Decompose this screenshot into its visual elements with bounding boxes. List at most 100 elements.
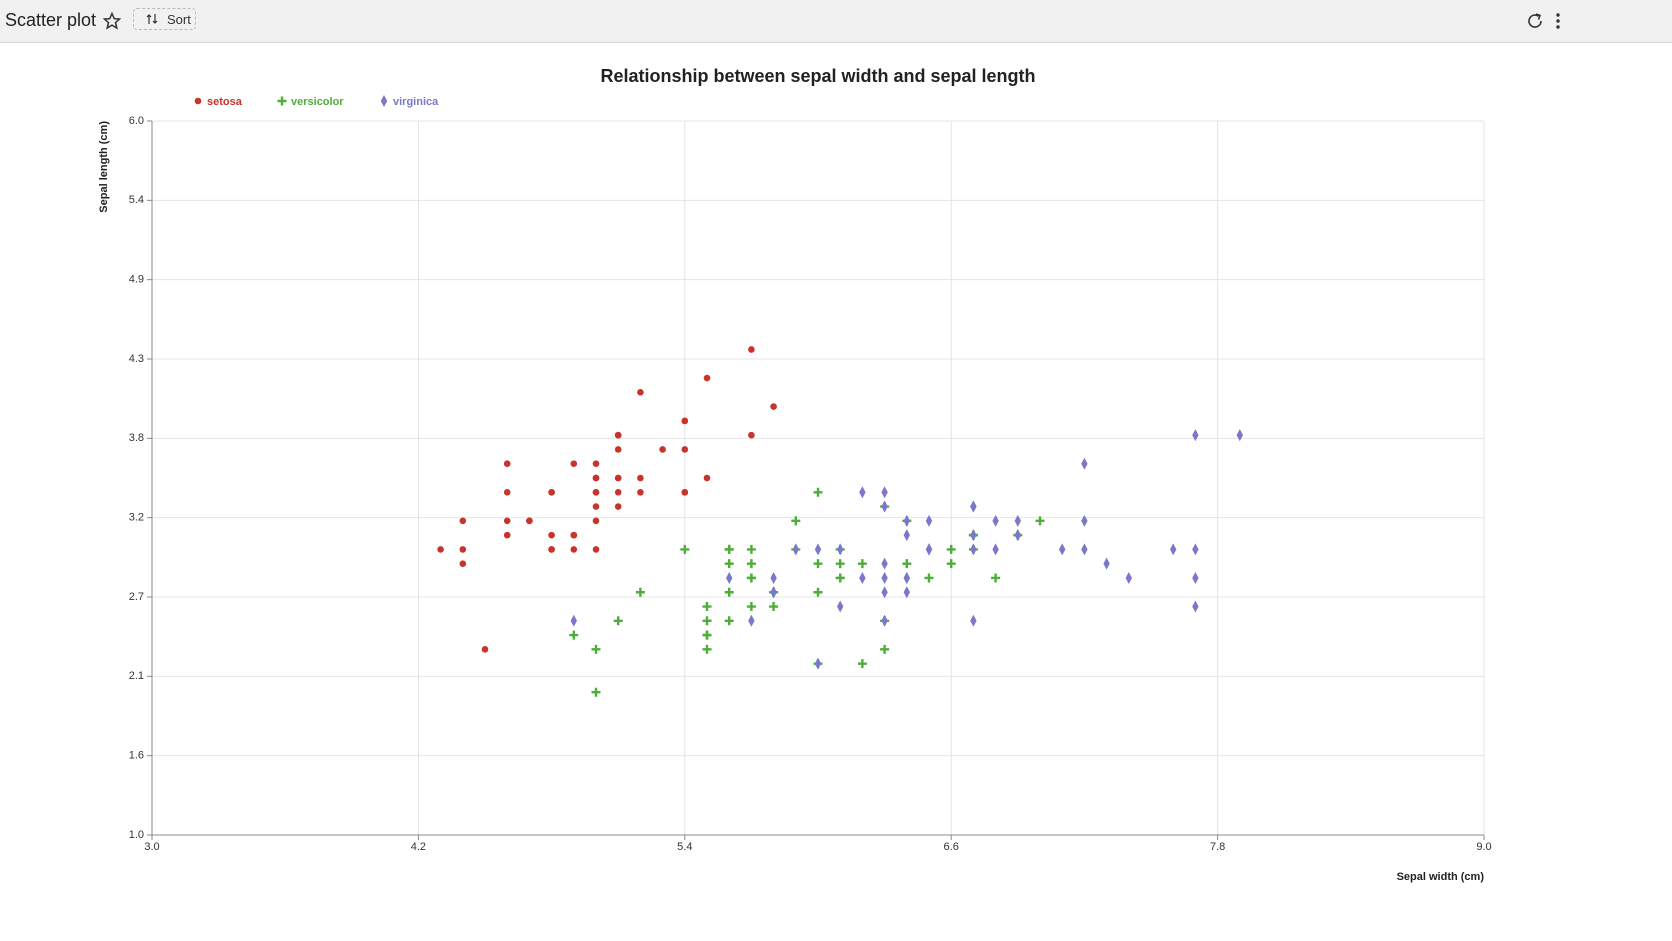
point [857,659,867,669]
point [1035,516,1045,526]
sort-button[interactable]: Sort [133,8,196,30]
point [592,546,600,553]
x-tick-label: 7.8 [1210,841,1225,853]
point [903,514,910,527]
point [1170,543,1177,556]
point [880,644,890,654]
point [835,559,845,569]
point [837,543,844,556]
point [703,474,711,482]
point [481,646,489,653]
sort-label: Sort [167,12,191,27]
point [614,488,622,496]
point [726,571,733,584]
point [881,614,888,627]
point [570,531,578,539]
point [1192,600,1199,613]
point [814,657,822,670]
point [592,488,600,496]
point [613,616,623,626]
point [724,559,734,569]
point [614,446,622,453]
y-tick-label: 6.0 [129,115,144,127]
point [946,559,956,569]
x-tick-label: 6.6 [944,841,959,853]
point [1125,571,1132,584]
point [881,586,888,599]
point [503,460,511,468]
x-axis-label: Sepal width (cm) [1397,871,1485,883]
x-tick-label: 5.4 [677,841,692,853]
y-tick-label: 1.6 [129,750,144,762]
point [637,488,644,496]
point [702,630,712,640]
point [1192,543,1199,556]
point [970,614,977,627]
point [792,543,799,556]
star-icon[interactable] [103,12,121,30]
point [1081,457,1088,470]
point [770,571,777,584]
point [548,488,555,496]
point [503,531,511,539]
point [503,517,511,525]
point [859,571,866,584]
point [1192,429,1199,442]
point [702,616,712,626]
point [746,602,756,612]
legend-label: setosa [207,96,243,108]
point [902,559,912,569]
point [703,374,711,382]
point [592,474,600,482]
y-axis-label: Sepal length (cm) [98,121,110,213]
point [614,431,622,439]
legend-marker [380,95,388,107]
point [659,446,666,453]
point [903,586,910,599]
point [637,474,644,482]
point [1059,543,1066,556]
point [614,474,622,482]
y-tick-label: 3.8 [129,432,144,444]
more-icon[interactable] [1552,11,1564,31]
x-tick-label: 4.2 [411,841,426,853]
point [925,514,933,527]
point [746,573,756,583]
legend-marker [277,96,287,106]
point [1014,529,1021,542]
point [770,403,777,410]
point [681,417,689,425]
point [570,460,578,468]
point [925,543,933,556]
point [813,487,823,497]
point [991,573,1001,583]
point [1103,557,1110,570]
point [569,630,579,640]
refresh-icon[interactable] [1525,11,1545,31]
point [548,546,555,553]
point [592,517,600,525]
y-tick-label: 4.3 [129,353,144,365]
sort-icon [146,14,158,24]
point [591,687,601,697]
point [881,500,888,513]
point [746,559,756,569]
point [1081,514,1088,527]
point [924,573,934,583]
legend-marker [194,97,202,105]
point [724,616,734,626]
point [837,600,844,613]
point [1081,543,1088,556]
legend-label: versicolor [291,96,344,108]
point [681,488,689,496]
chart-title: Relationship between sepal width and sep… [600,66,1035,86]
point [859,486,866,499]
point [592,460,600,468]
y-tick-label: 5.4 [129,194,144,206]
point [748,431,755,439]
point [680,544,690,554]
point [591,644,601,654]
point [903,529,910,542]
point [835,573,845,583]
